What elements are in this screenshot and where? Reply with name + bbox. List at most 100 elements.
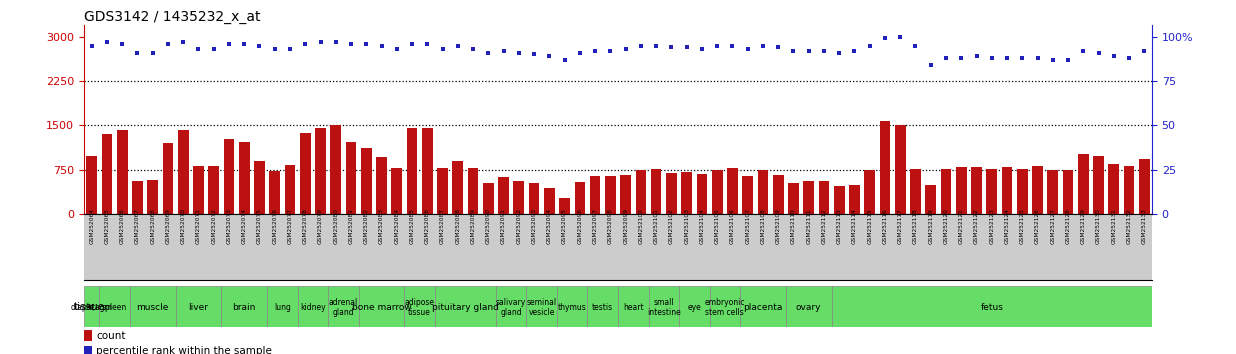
Bar — [221, 286, 267, 327]
Bar — [1017, 169, 1027, 214]
Text: embryonic
stem cells: embryonic stem cells — [705, 297, 745, 317]
Bar — [606, 176, 616, 214]
Bar — [1001, 167, 1012, 214]
Bar — [635, 170, 646, 214]
Bar — [498, 177, 509, 214]
Bar — [743, 176, 753, 214]
Text: thymus: thymus — [557, 303, 587, 312]
Bar — [786, 286, 832, 327]
Bar — [330, 125, 341, 214]
Text: salivary
gland: salivary gland — [496, 297, 527, 317]
Bar — [1078, 154, 1089, 214]
Text: placenta: placenta — [743, 303, 782, 312]
Bar — [941, 169, 952, 214]
Bar — [986, 169, 997, 214]
Bar — [224, 139, 235, 214]
Bar — [300, 133, 310, 214]
Bar — [575, 182, 585, 214]
Bar — [452, 161, 464, 214]
Bar — [587, 286, 618, 327]
Bar — [527, 286, 557, 327]
Bar — [1032, 166, 1043, 214]
Text: adipose
tissue: adipose tissue — [404, 297, 435, 317]
Bar — [421, 128, 433, 214]
Bar — [955, 167, 967, 214]
Bar — [709, 286, 740, 327]
Bar — [971, 167, 981, 214]
Bar — [772, 175, 784, 214]
Bar — [132, 181, 143, 214]
Bar — [590, 176, 601, 214]
Text: diaphragm: diaphragm — [70, 303, 112, 312]
Bar — [376, 157, 387, 214]
Bar — [438, 168, 447, 214]
Bar — [193, 166, 204, 214]
Text: muscle: muscle — [136, 303, 169, 312]
Bar — [789, 183, 798, 214]
Text: bone marrow: bone marrow — [352, 303, 412, 312]
Bar — [483, 183, 493, 214]
Bar — [803, 181, 815, 214]
Bar — [529, 183, 539, 214]
Bar — [649, 286, 679, 327]
Bar — [832, 286, 1152, 327]
Bar — [697, 174, 707, 214]
Bar — [130, 286, 176, 327]
Bar — [1109, 164, 1119, 214]
Bar — [284, 165, 295, 214]
Bar — [99, 286, 130, 327]
Text: fetus: fetus — [980, 303, 1004, 312]
Bar — [727, 168, 738, 214]
Bar — [513, 181, 524, 214]
Text: GDS3142 / 1435232_x_at: GDS3142 / 1435232_x_at — [84, 10, 261, 24]
Text: tissue: tissue — [73, 302, 105, 312]
Bar — [880, 121, 890, 214]
Bar — [404, 286, 435, 327]
Bar — [1093, 155, 1104, 214]
Bar — [361, 148, 372, 214]
Bar — [435, 286, 496, 327]
Bar — [392, 168, 402, 214]
Bar — [178, 130, 189, 214]
Text: adrenal
gland: adrenal gland — [329, 297, 358, 317]
Bar — [895, 125, 906, 214]
Bar — [239, 142, 250, 214]
Bar — [557, 286, 587, 327]
Bar — [758, 170, 769, 214]
Text: kidney: kidney — [300, 303, 326, 312]
Bar — [358, 286, 404, 327]
Bar — [147, 180, 158, 214]
Text: seminal
vesicle: seminal vesicle — [527, 297, 556, 317]
Bar — [544, 188, 555, 214]
Text: small
intestine: small intestine — [646, 297, 681, 317]
Bar — [1124, 166, 1135, 214]
Bar — [679, 286, 709, 327]
Bar — [926, 185, 936, 214]
Text: liver: liver — [188, 303, 209, 312]
Bar — [651, 169, 661, 214]
Text: testis: testis — [592, 303, 613, 312]
Bar — [818, 181, 829, 214]
Bar — [834, 186, 844, 214]
Bar — [910, 169, 921, 214]
Bar — [618, 286, 649, 327]
Bar — [864, 170, 875, 214]
Bar — [620, 175, 630, 214]
Bar — [267, 286, 298, 327]
Bar — [849, 184, 860, 214]
Bar — [407, 129, 418, 214]
Bar — [712, 170, 723, 214]
Text: lung: lung — [274, 303, 290, 312]
Bar — [163, 143, 173, 214]
Bar — [117, 130, 127, 214]
Bar — [1063, 170, 1073, 214]
Bar — [740, 286, 786, 327]
Bar — [1047, 170, 1058, 214]
Text: brain: brain — [232, 303, 256, 312]
Bar — [666, 173, 677, 214]
Text: pituitary gland: pituitary gland — [433, 303, 499, 312]
Text: eye: eye — [687, 303, 701, 312]
Text: spleen: spleen — [101, 303, 127, 312]
Bar — [84, 346, 91, 354]
Bar — [209, 166, 219, 214]
